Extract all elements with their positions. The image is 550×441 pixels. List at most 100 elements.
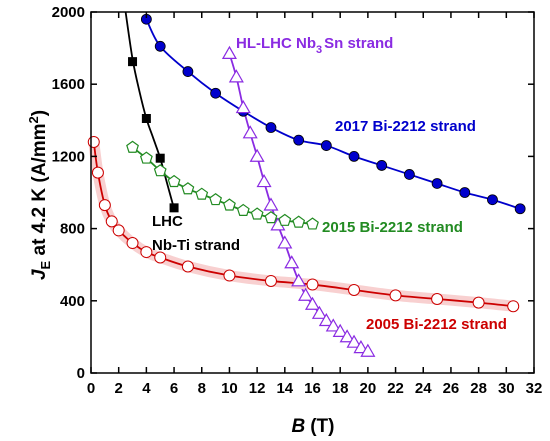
annotation-nb-ti-strand: Nb-Ti strand: [152, 237, 240, 254]
y-tick-label: 400: [60, 293, 85, 310]
x-tick-label: 2: [115, 380, 123, 397]
x-tick-label: 6: [170, 380, 178, 397]
bi2017-point: [514, 203, 526, 215]
bi2005-point: [472, 296, 485, 309]
bi2017-point: [210, 87, 221, 99]
annotation-nb3sn-main: HL-LHC Nb: [236, 35, 316, 52]
bi2015-point: [223, 198, 236, 211]
x-tick-label: 22: [387, 380, 404, 397]
y-axis-ticks: 0 400 800 1200 1600 2000: [52, 4, 534, 382]
annotation-2005-bi2212: 2005 Bi-2212 strand: [366, 316, 507, 333]
bi2017-point: [487, 194, 498, 206]
bi2017-point: [293, 134, 305, 146]
bi2005-point: [348, 283, 361, 296]
nb3sn-point: [291, 273, 307, 287]
nb3sn-line: [228, 53, 369, 353]
nb3sn-point: [298, 287, 314, 301]
annotation-2017-bi2212: 2017 Bi-2212 strand: [335, 118, 476, 135]
bi2005-point: [98, 199, 111, 212]
nb3sn-point: [360, 343, 376, 357]
y-axis-title-end: ): [29, 110, 50, 116]
bi2015-point: [264, 211, 278, 224]
x-axis-title-unit: (T): [310, 416, 334, 437]
bi2015-point: [292, 215, 306, 228]
bi2015-point: [139, 151, 153, 164]
x-tick-label: 20: [360, 380, 377, 397]
bi2005-point: [105, 215, 118, 228]
bi2015-point: [306, 217, 319, 230]
nb3sn-point: [284, 255, 300, 269]
x-tick-label: 24: [415, 380, 432, 397]
nbti-point: [141, 113, 151, 123]
x-tick-label: 18: [332, 380, 349, 397]
y-axis-title-mid: at 4.2 K (A/mm: [29, 124, 50, 261]
nbti-point: [155, 153, 165, 163]
nb3sn-point: [228, 69, 244, 83]
y-tick-label: 1600: [52, 76, 85, 93]
annotation-2015-bi2212: 2015 Bi-2212 strand: [322, 219, 463, 236]
bi2015-point: [153, 164, 167, 177]
bi2015-point: [126, 140, 139, 153]
nbti-line: [124, 11, 175, 209]
bi2017-point: [265, 122, 277, 133]
nb3sn-point: [242, 125, 258, 139]
bi2005-point: [507, 300, 520, 313]
x-tick-label: 0: [87, 380, 95, 397]
bi2017-point: [320, 140, 332, 151]
x-tick-label: 12: [249, 380, 266, 397]
bi2017-point: [182, 66, 194, 77]
nbti-point: [169, 203, 179, 213]
bi2017-point: [348, 150, 360, 162]
annotation-nb3sn-end: Sn strand: [324, 35, 393, 52]
y-axis-title-sup: 2: [26, 116, 41, 123]
bi2005-point: [87, 135, 100, 148]
bi2015-point: [209, 192, 223, 206]
bi2005-point: [140, 246, 153, 259]
bi2005-point: [264, 274, 277, 287]
x-tick-label: 8: [198, 380, 206, 397]
bi2005-point: [112, 224, 125, 237]
nb3sn-point: [311, 305, 327, 319]
bi2017-point: [376, 160, 388, 171]
bi2015-point: [278, 213, 292, 226]
nb3sn-point: [325, 318, 341, 332]
x-axis-ticks: 0 2 4 6 8 10 12 14 16 18 20 22 24 26 28 30 32: [87, 12, 543, 397]
x-tick-label: 26: [443, 380, 460, 397]
nbti-point: [128, 57, 138, 67]
bi2015-point: [167, 174, 181, 188]
x-tick-label: 30: [498, 380, 515, 397]
nb3sn-point: [353, 340, 369, 354]
y-tick-label: 1200: [52, 148, 85, 165]
bi2005-point: [154, 251, 167, 264]
x-axis-title: B (T): [292, 416, 335, 437]
y-axis-title-sub: E: [38, 260, 53, 269]
nb3sn-point: [256, 173, 272, 188]
x-tick-label: 16: [304, 380, 321, 397]
bi2005-point: [181, 260, 194, 273]
x-tick-label: 32: [526, 380, 543, 397]
y-tick-label: 800: [60, 221, 85, 238]
y-tick-label: 2000: [52, 4, 85, 21]
annotation-hl-lhc-nb3sn: HL-LHC Nb3 Sn strand: [236, 35, 393, 56]
bi2015-point: [250, 207, 264, 220]
annotation-nb3sn-sub: 3: [316, 44, 322, 56]
nb3sn-point: [235, 99, 251, 114]
y-axis-title-main: J: [29, 269, 50, 280]
nb3sn-point: [346, 334, 362, 348]
x-tick-label: 4: [142, 380, 151, 397]
annotation-lhc: LHC: [152, 213, 183, 230]
nb3sn-point: [249, 148, 265, 162]
bi2005-point: [126, 237, 139, 250]
y-axis-title: JE at 4.2 K (A/mm2): [26, 110, 53, 280]
bi2017-point: [459, 187, 471, 198]
x-axis-title-main: B: [292, 416, 306, 437]
bi2005-point: [389, 289, 402, 302]
nb3sn-point: [339, 329, 355, 343]
nb3sn-point: [332, 323, 348, 337]
bi2015-point: [236, 203, 250, 217]
x-tick-label: 14: [276, 380, 293, 397]
bi2015-point: [195, 187, 209, 200]
bi2005-point: [431, 292, 444, 305]
nb3sn-point: [304, 296, 321, 310]
